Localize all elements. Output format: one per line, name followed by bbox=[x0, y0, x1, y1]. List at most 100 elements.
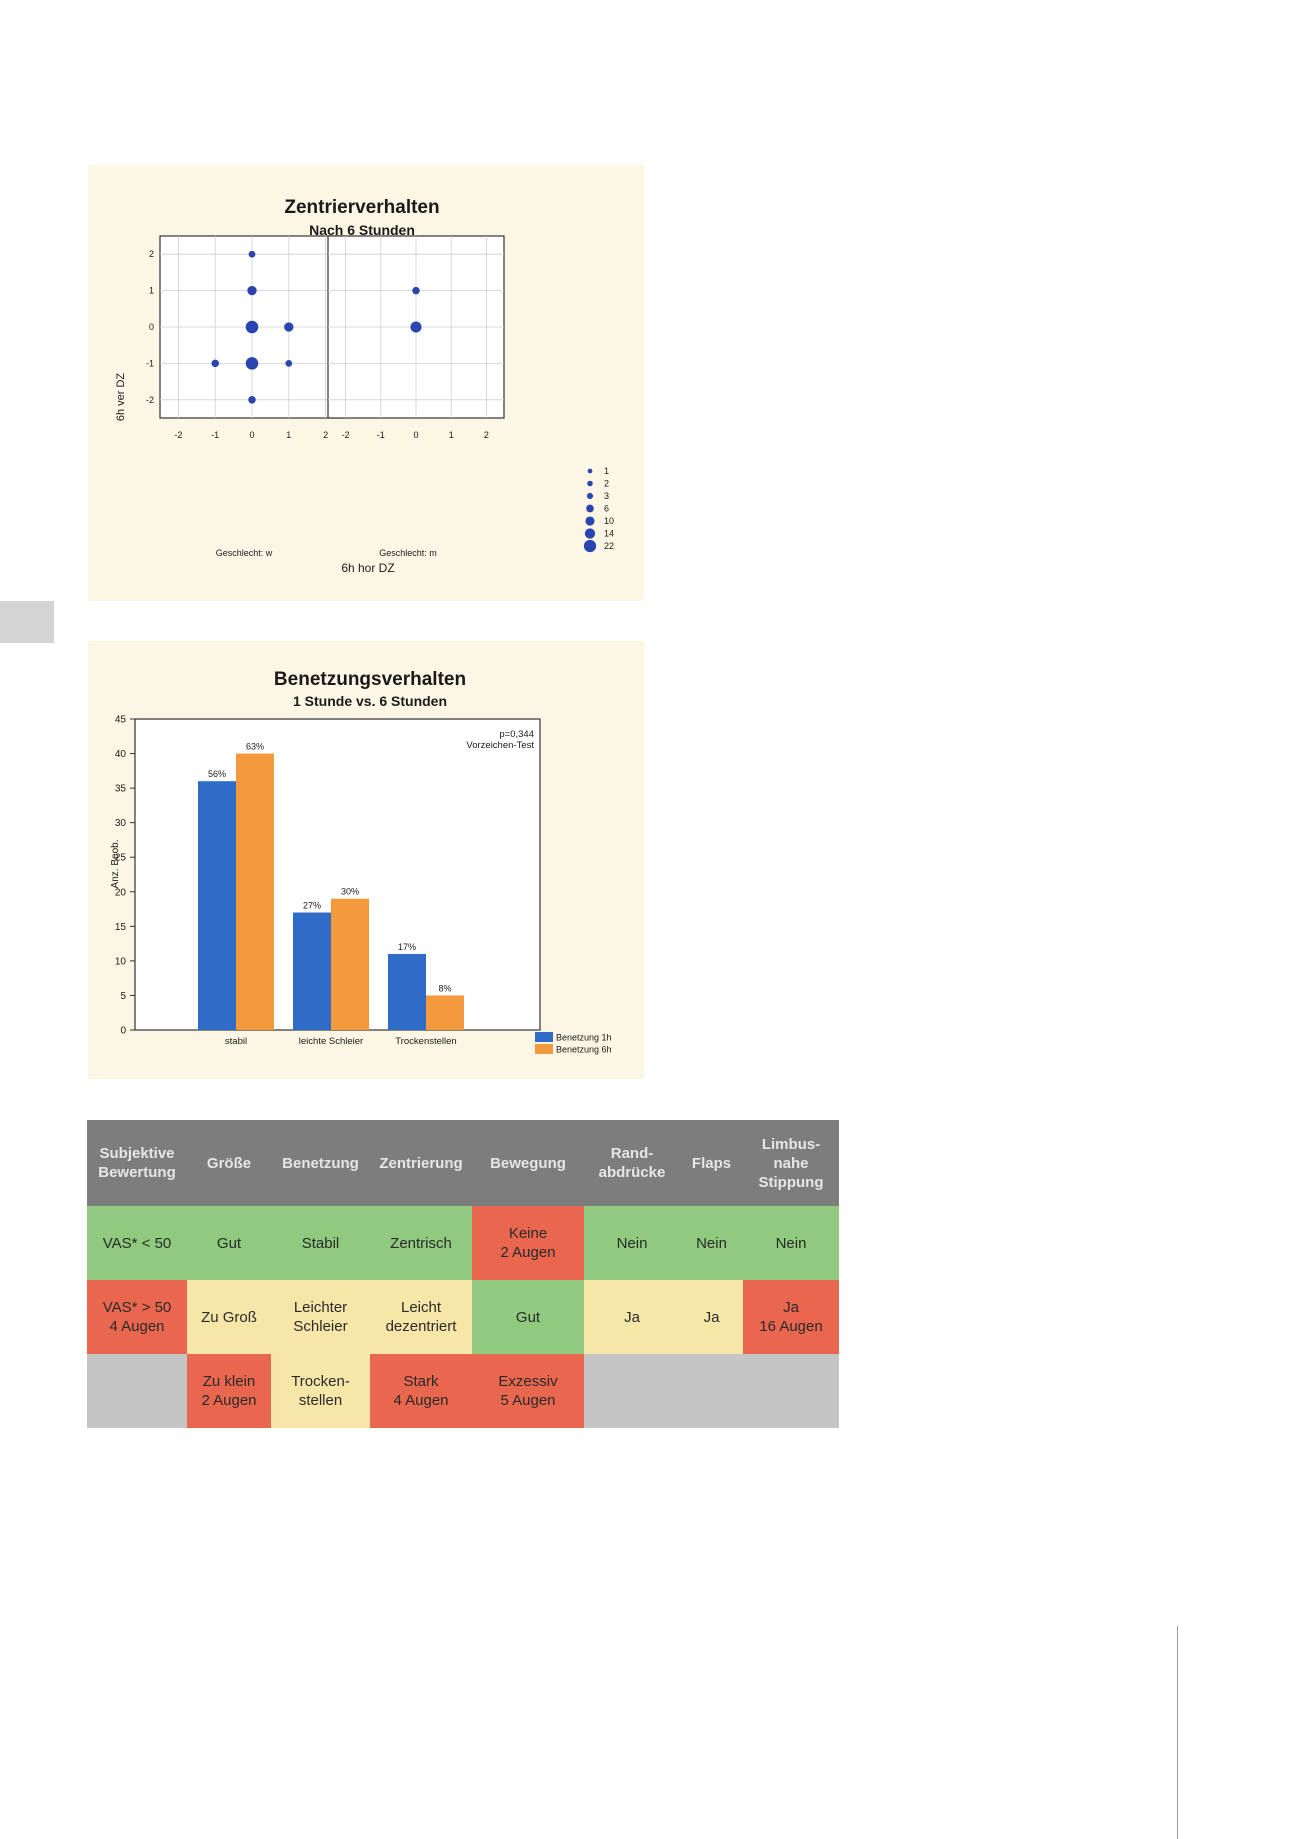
data-point bbox=[211, 359, 219, 368]
y-tick-label: 25 bbox=[115, 853, 127, 864]
results-table: Subjektive Bewertung Größe Benetzung Zentri… bbox=[87, 1120, 839, 1428]
column-header: Flaps bbox=[680, 1120, 743, 1206]
y-tick-label: 1 bbox=[149, 286, 154, 296]
column-header: Bewegung bbox=[472, 1120, 584, 1206]
column-header: Zentrierung bbox=[370, 1120, 472, 1206]
legend-marker bbox=[583, 539, 597, 553]
y-tick-label: 20 bbox=[115, 887, 127, 898]
y-tick-label: 15 bbox=[115, 922, 127, 933]
scatter-chart-panel: Zentrierverhalten Nach 6 Stunden -2 2 -1 1 0… bbox=[88, 165, 644, 601]
bar-value-label: 63% bbox=[246, 742, 264, 752]
legend-label: 3 bbox=[604, 491, 609, 501]
table-cell: Nein bbox=[743, 1206, 839, 1280]
table-row: Zu klein 2 Augen Trocken- stellen Stark 4 … bbox=[87, 1354, 839, 1428]
column-header: Subjektive Bewertung bbox=[87, 1120, 187, 1206]
chart-subtitle: 1 Stunde vs. 6 Stunden bbox=[293, 693, 447, 709]
annotation: Vorzeichen-Test bbox=[466, 740, 534, 751]
y-tick-label: 5 bbox=[120, 991, 126, 1002]
data-point bbox=[245, 357, 259, 370]
y-tick-label: 45 bbox=[115, 715, 127, 726]
x-tick-label: 2 bbox=[323, 430, 328, 440]
legend-marker bbox=[586, 504, 594, 513]
column-header: Limbus- nahe Stippung bbox=[743, 1120, 839, 1206]
x-axis-label: 6h hor DZ bbox=[341, 561, 394, 575]
bar bbox=[198, 781, 236, 1030]
category-label: leichte Schleier bbox=[299, 1036, 363, 1047]
x-tick-label: 2 bbox=[484, 430, 489, 440]
y-tick-label: 0 bbox=[120, 1026, 126, 1037]
section-tab bbox=[0, 601, 54, 643]
x-tick-label: 1 bbox=[449, 430, 454, 440]
y-tick-label: -2 bbox=[146, 395, 154, 405]
bar bbox=[331, 898, 369, 1030]
legend-marker bbox=[585, 516, 595, 526]
y-tick-label: 0 bbox=[149, 322, 154, 332]
table-cell: Stabil bbox=[271, 1206, 370, 1280]
table-cell bbox=[680, 1354, 743, 1428]
column-header: Rand- abdrücke bbox=[584, 1120, 680, 1206]
bar bbox=[293, 912, 331, 1030]
bar-value-label: 17% bbox=[398, 942, 416, 952]
data-point bbox=[248, 396, 256, 404]
data-point bbox=[284, 322, 294, 332]
chart-title: Benetzungsverhalten bbox=[274, 669, 466, 690]
legend-label: 10 bbox=[604, 516, 614, 526]
legend-swatch bbox=[535, 1032, 553, 1042]
table-cell bbox=[584, 1354, 680, 1428]
table-cell: Zu klein 2 Augen bbox=[187, 1354, 271, 1428]
data-point bbox=[412, 286, 420, 295]
bar-value-label: 30% bbox=[341, 887, 359, 897]
table-cell: Zu Groß bbox=[187, 1280, 271, 1354]
table-cell: Ja bbox=[584, 1280, 680, 1354]
y-tick-label: 35 bbox=[115, 784, 127, 795]
table-cell: Stark 4 Augen bbox=[370, 1354, 472, 1428]
legend-label: 1 bbox=[604, 466, 609, 476]
data-point bbox=[410, 321, 422, 333]
y-tick-label: 10 bbox=[115, 956, 127, 967]
data-point bbox=[285, 360, 293, 367]
data-point bbox=[248, 250, 256, 258]
scatter-chart: Zentrierverhalten Nach 6 Stunden -22-110… bbox=[115, 197, 614, 575]
legend-label: Benetzung 6h bbox=[556, 1045, 612, 1055]
bar-chart: Benetzungsverhalten 1 Stunde vs. 6 Stund… bbox=[110, 669, 612, 1055]
legend-label: 22 bbox=[604, 541, 614, 551]
y-tick-label: 30 bbox=[115, 818, 127, 829]
table-cell: VAS* > 50 4 Augen bbox=[87, 1280, 187, 1354]
table-header-row: Subjektive Bewertung Größe Benetzung Zentri… bbox=[87, 1120, 839, 1206]
table-row: VAS* > 50 4 Augen Zu Groß Leichter Schleie… bbox=[87, 1280, 839, 1354]
y-axis-label: Anz. Beob. bbox=[110, 840, 121, 889]
table-cell: VAS* < 50 bbox=[87, 1206, 187, 1280]
table-cell: Leicht dezentriert bbox=[370, 1280, 472, 1354]
bar-value-label: 8% bbox=[438, 983, 451, 993]
size-legend: 1 2 3 6 10 14 22 bbox=[583, 466, 614, 553]
bar-value-label: 56% bbox=[208, 769, 226, 779]
table-cell: Trocken- stellen bbox=[271, 1354, 370, 1428]
legend-label: Benetzung 1h bbox=[556, 1033, 612, 1043]
y-tick-label: 2 bbox=[149, 249, 154, 259]
column-header: Größe bbox=[187, 1120, 271, 1206]
x-tick-label: -1 bbox=[377, 430, 385, 440]
x-tick-label: 0 bbox=[413, 430, 418, 440]
table-cell: Gut bbox=[472, 1280, 584, 1354]
x-tick-label: -2 bbox=[174, 430, 182, 440]
bar-chart-panel: Benetzungsverhalten 1 Stunde vs. 6 Stund… bbox=[88, 641, 644, 1079]
table-cell: Gut bbox=[187, 1206, 271, 1280]
category-label: stabil bbox=[225, 1036, 247, 1047]
table-cell: Nein bbox=[584, 1206, 680, 1280]
column-header: Benetzung bbox=[271, 1120, 370, 1206]
data-point bbox=[245, 320, 259, 334]
table-cell: Keine 2 Augen bbox=[472, 1206, 584, 1280]
table-row: VAS* < 50 Gut Stabil Zentrisch Keine 2 Augen… bbox=[87, 1206, 839, 1280]
legend-marker bbox=[584, 528, 596, 539]
y-tick-label: 40 bbox=[115, 749, 127, 760]
chart-subtitle: Nach 6 Stunden bbox=[309, 222, 415, 238]
legend-marker bbox=[587, 480, 593, 487]
legend-label: 6 bbox=[604, 504, 609, 514]
legend-label: 14 bbox=[604, 529, 614, 539]
x-tick-label: -2 bbox=[342, 430, 350, 440]
panel-label: Geschlecht: m bbox=[379, 548, 437, 558]
y-tick-label: -1 bbox=[146, 358, 154, 368]
table-cell bbox=[87, 1354, 187, 1428]
legend-marker bbox=[586, 492, 594, 500]
table-cell: Exzessiv 5 Augen bbox=[472, 1354, 584, 1428]
